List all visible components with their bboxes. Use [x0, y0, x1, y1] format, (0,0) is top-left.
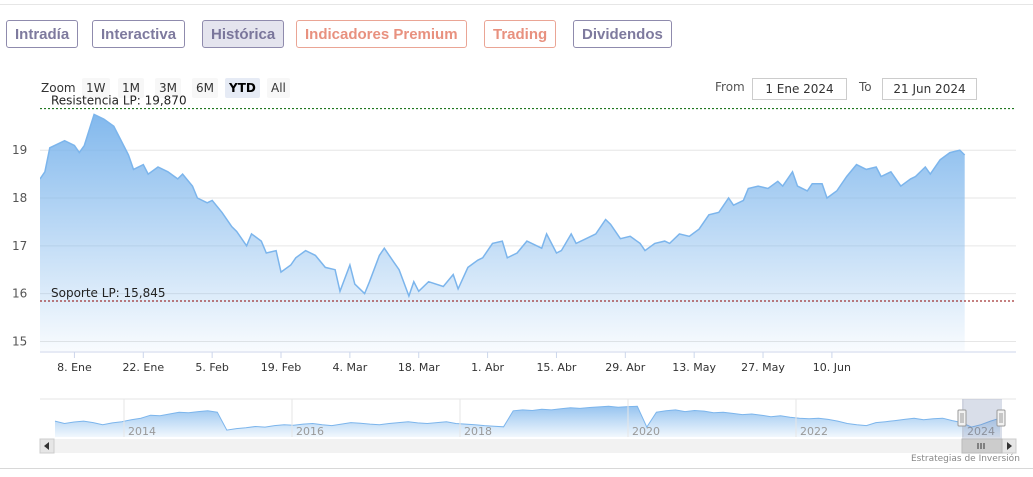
zoom-1w-button[interactable]: 1W [82, 78, 110, 98]
navigator-year-label: 2016 [296, 425, 324, 438]
x-tick-label: 15. Abr [536, 361, 576, 374]
zoom-1m-button[interactable]: 1M [118, 78, 144, 98]
top-divider [0, 4, 1033, 5]
series-area-group [40, 113, 966, 351]
x-tick-label: 19. Feb [261, 361, 301, 374]
y-tick-label: 15 [12, 334, 27, 348]
x-tick-label: 1. Abr [471, 361, 504, 374]
x-tick-label: 10. Jun [813, 361, 851, 374]
series-line [40, 113, 966, 299]
navigator-line [54, 405, 1001, 431]
navigator-year-label: 2018 [464, 425, 492, 438]
x-tick-label: 13. May [672, 361, 716, 374]
scrollbar-track [40, 439, 1016, 453]
navigator-year-label: 2020 [632, 425, 660, 438]
zoom-6m-button[interactable]: 6M [192, 78, 218, 98]
x-tick-label: 27. May [741, 361, 785, 374]
x-axis: 8. Ene 22. Ene 5. Feb 19. Feb 4. Mar 18. Mar 1… [40, 351, 1016, 374]
bottom-divider [0, 468, 1033, 469]
y-tick-label: 17 [12, 239, 27, 253]
x-tick-label: 8. Ene [57, 361, 92, 374]
area-layer [40, 113, 966, 351]
zoom-3m-button[interactable]: 3M [155, 78, 181, 98]
to-date-input[interactable]: 21 Jun 2024 [882, 78, 977, 100]
y-axis: 15 16 17 18 19 [12, 143, 27, 348]
x-tick-label: 4. Mar [332, 361, 367, 374]
series-area [40, 114, 965, 351]
zoom-all-button[interactable]: All [267, 78, 290, 98]
zoom-ytd-button[interactable]: YTD [225, 78, 260, 98]
to-label: To [859, 80, 872, 94]
x-tick-label: 29. Abr [605, 361, 645, 374]
navigator-year-label: 2022 [800, 425, 828, 438]
x-tick-label: 18. Mar [398, 361, 440, 374]
y-tick-label: 16 [12, 287, 27, 301]
scroll-left-arrow-icon [44, 442, 49, 450]
credits-text: Estrategias de Inversión [911, 454, 1020, 464]
tab-dividendos[interactable]: Dividendos [573, 20, 672, 48]
support-label: Soporte LP: 15,845 [51, 286, 166, 300]
scrollbar[interactable] [39, 438, 1017, 454]
from-date-input[interactable]: 1 Ene 2024 [752, 78, 847, 100]
tab-indicadores-premium[interactable]: Indicadores Premium [296, 20, 467, 48]
x-tick-label: 22. Ene [122, 361, 164, 374]
navigator-handle-left [957, 409, 967, 427]
plot-lines: Resistencia LP: 19,870 Soporte LP: 15,845 [40, 94, 1016, 302]
from-label: From [715, 80, 745, 94]
navigator-handle-right [996, 409, 1006, 427]
navigator-area [55, 406, 1000, 437]
resistance-label: Resistencia LP: 19,870 [51, 94, 187, 108]
tab-historica[interactable]: Histórica [202, 20, 285, 48]
navigator-year-label: 2014 [128, 425, 156, 438]
tab-trading[interactable]: Trading [484, 20, 557, 48]
y-tick-label: 19 [12, 143, 27, 157]
tab-intradia[interactable]: Intradía [6, 20, 79, 48]
zoom-label: Zoom [41, 81, 76, 95]
y-tick-label: 18 [12, 191, 27, 205]
tab-interactiva[interactable]: Interactiva [92, 20, 186, 48]
navigator-year-label: 2024 [967, 425, 995, 438]
scrollbar-thumb [961, 438, 1003, 454]
scroll-right-arrow-icon [1007, 442, 1012, 450]
x-tick-label: 5. Feb [195, 361, 228, 374]
